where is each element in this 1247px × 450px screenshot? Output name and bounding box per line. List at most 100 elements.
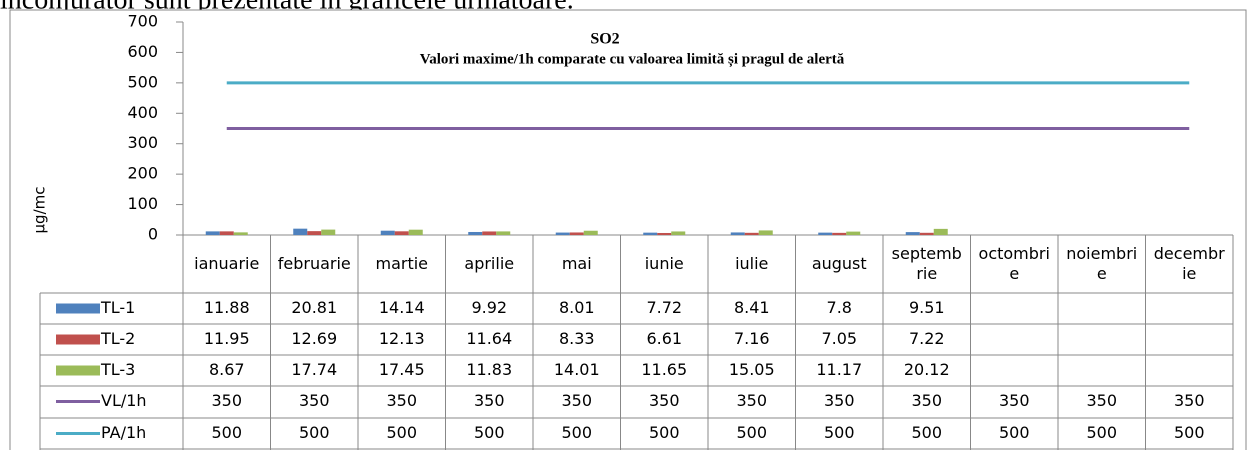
legend-label: PA/1h (101, 423, 146, 442)
y-tick-label: 0 (148, 225, 158, 244)
legend-swatch (56, 303, 100, 314)
table-value: 350 (824, 391, 855, 410)
table-value: 350 (474, 391, 505, 410)
table-value: 9.51 (909, 298, 945, 317)
table-value: 11.88 (204, 298, 250, 317)
y-tick-label: 200 (127, 164, 158, 183)
x-tick-label: noiembrie (1066, 244, 1138, 283)
x-tick-label: iulie (735, 254, 769, 273)
table-value: 12.69 (291, 329, 337, 348)
table-value: 8.41 (734, 298, 770, 317)
table-value: 7.22 (909, 329, 945, 348)
bar (671, 231, 686, 235)
legend-swatch (56, 334, 100, 345)
bar (832, 232, 847, 235)
table-value: 7.8 (827, 298, 852, 317)
y-tick-label: 400 (127, 103, 158, 122)
table-value: 350 (299, 391, 330, 410)
x-tick-label-box: august (811, 254, 867, 273)
x-tick-label: septembrie (891, 244, 962, 283)
x-tick-label-box: iulie (735, 254, 769, 273)
table-value: 350 (211, 391, 242, 410)
table-value: 350 (1174, 391, 1205, 410)
table-value: 350 (736, 391, 767, 410)
bar (555, 232, 570, 235)
x-tick-label-box: octombrie (979, 244, 1050, 283)
table-value: 500 (911, 423, 942, 442)
table-value: 8.01 (559, 298, 595, 317)
x-tick-label-box: decembrie (1153, 244, 1225, 283)
table-value: 8.33 (559, 329, 595, 348)
x-tick-label-box: mai (562, 254, 592, 273)
bar (307, 231, 322, 235)
chart-title: SO2 (590, 31, 619, 48)
y-tick-label: 100 (127, 194, 158, 213)
table-value: 500 (1086, 423, 1117, 442)
table-value: 11.65 (641, 360, 687, 379)
bar (482, 231, 497, 235)
table-value: 7.16 (734, 329, 770, 348)
bar (758, 230, 773, 235)
table-value: 500 (561, 423, 592, 442)
table-value: 17.45 (379, 360, 425, 379)
x-tick-label: februarie (277, 254, 351, 273)
table-value: 500 (1174, 423, 1205, 442)
bar (219, 231, 234, 235)
table-value: 350 (561, 391, 592, 410)
bar (380, 230, 395, 235)
bar (583, 230, 598, 235)
bar (744, 232, 759, 235)
x-tick-label: august (811, 254, 867, 273)
x-tick-label-box: februarie (277, 254, 351, 273)
bar (846, 231, 861, 235)
bar (293, 228, 308, 235)
table-value: 11.64 (466, 329, 512, 348)
table-value: 14.14 (379, 298, 425, 317)
table-value: 11.17 (816, 360, 862, 379)
table-value: 500 (299, 423, 330, 442)
bar (569, 232, 584, 235)
bar (643, 232, 658, 235)
table-value: 20.12 (904, 360, 950, 379)
y-tick-label: 300 (127, 133, 158, 152)
table-value: 11.95 (204, 329, 250, 348)
table-value: 17.74 (291, 360, 337, 379)
table-value: 7.72 (646, 298, 682, 317)
bar (496, 231, 511, 235)
table-value: 14.01 (554, 360, 600, 379)
table-value: 9.92 (471, 298, 507, 317)
x-tick-label-box: septembrie (891, 244, 962, 283)
x-tick-label: ianuarie (194, 254, 260, 273)
table-value: 500 (824, 423, 855, 442)
bar (818, 232, 833, 235)
table-value: 350 (386, 391, 417, 410)
bar (657, 232, 672, 235)
table-value: 350 (1086, 391, 1117, 410)
legend-swatch (56, 365, 100, 376)
table-value: 8.67 (209, 360, 245, 379)
x-tick-label-box: noiembrie (1066, 244, 1138, 283)
legend-label: VL/1h (101, 391, 147, 410)
x-tick-label-box: martie (375, 254, 428, 273)
x-tick-label-box: ianuarie (194, 254, 260, 273)
bar (321, 229, 336, 235)
bar (468, 231, 483, 235)
bar (730, 232, 745, 235)
table-value: 20.81 (291, 298, 337, 317)
table-value: 500 (649, 423, 680, 442)
x-tick-label: decembrie (1153, 244, 1225, 283)
x-tick-label-box: aprilie (464, 254, 515, 273)
x-tick-label: iunie (644, 254, 684, 273)
bar (933, 228, 948, 235)
table-value: 7.05 (821, 329, 857, 348)
table-value: 6.61 (646, 329, 682, 348)
legend-label: TL-2 (100, 329, 135, 348)
bar (205, 231, 220, 235)
bar (919, 232, 934, 235)
table-value: 11.83 (466, 360, 512, 379)
chart-subtitle: Valori maxime/1h comparate cu valoarea l… (420, 51, 845, 67)
chart-border (9, 9, 1247, 450)
x-tick-label: aprilie (464, 254, 515, 273)
y-axis-label: µg/mc (31, 187, 49, 234)
